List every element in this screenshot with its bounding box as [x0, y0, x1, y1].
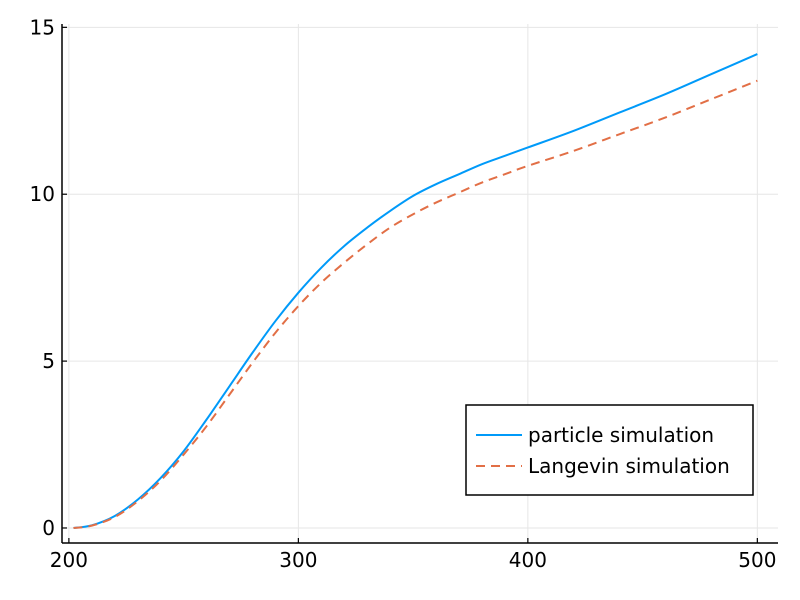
y-tick-label: 10 — [30, 182, 55, 206]
legend: particle simulation Langevin simulation — [465, 404, 754, 496]
legend-label: Langevin simulation — [528, 454, 730, 478]
y-tick-label: 15 — [30, 15, 55, 39]
legend-box — [465, 404, 754, 496]
x-tick-label: 400 — [509, 548, 547, 572]
x-tick-label: 200 — [50, 548, 88, 572]
x-tick-label: 300 — [279, 548, 317, 572]
legend-label: particle simulation — [528, 423, 714, 447]
grid — [62, 24, 778, 543]
y-tick-label: 0 — [42, 516, 55, 540]
series-line-particle-simulation — [73, 53, 758, 529]
y-tick-label: 5 — [42, 349, 55, 373]
axes: 200 300 400 500 0 5 10 15 — [30, 15, 778, 572]
x-tick-label: 500 — [738, 548, 776, 572]
series-group — [73, 53, 758, 529]
